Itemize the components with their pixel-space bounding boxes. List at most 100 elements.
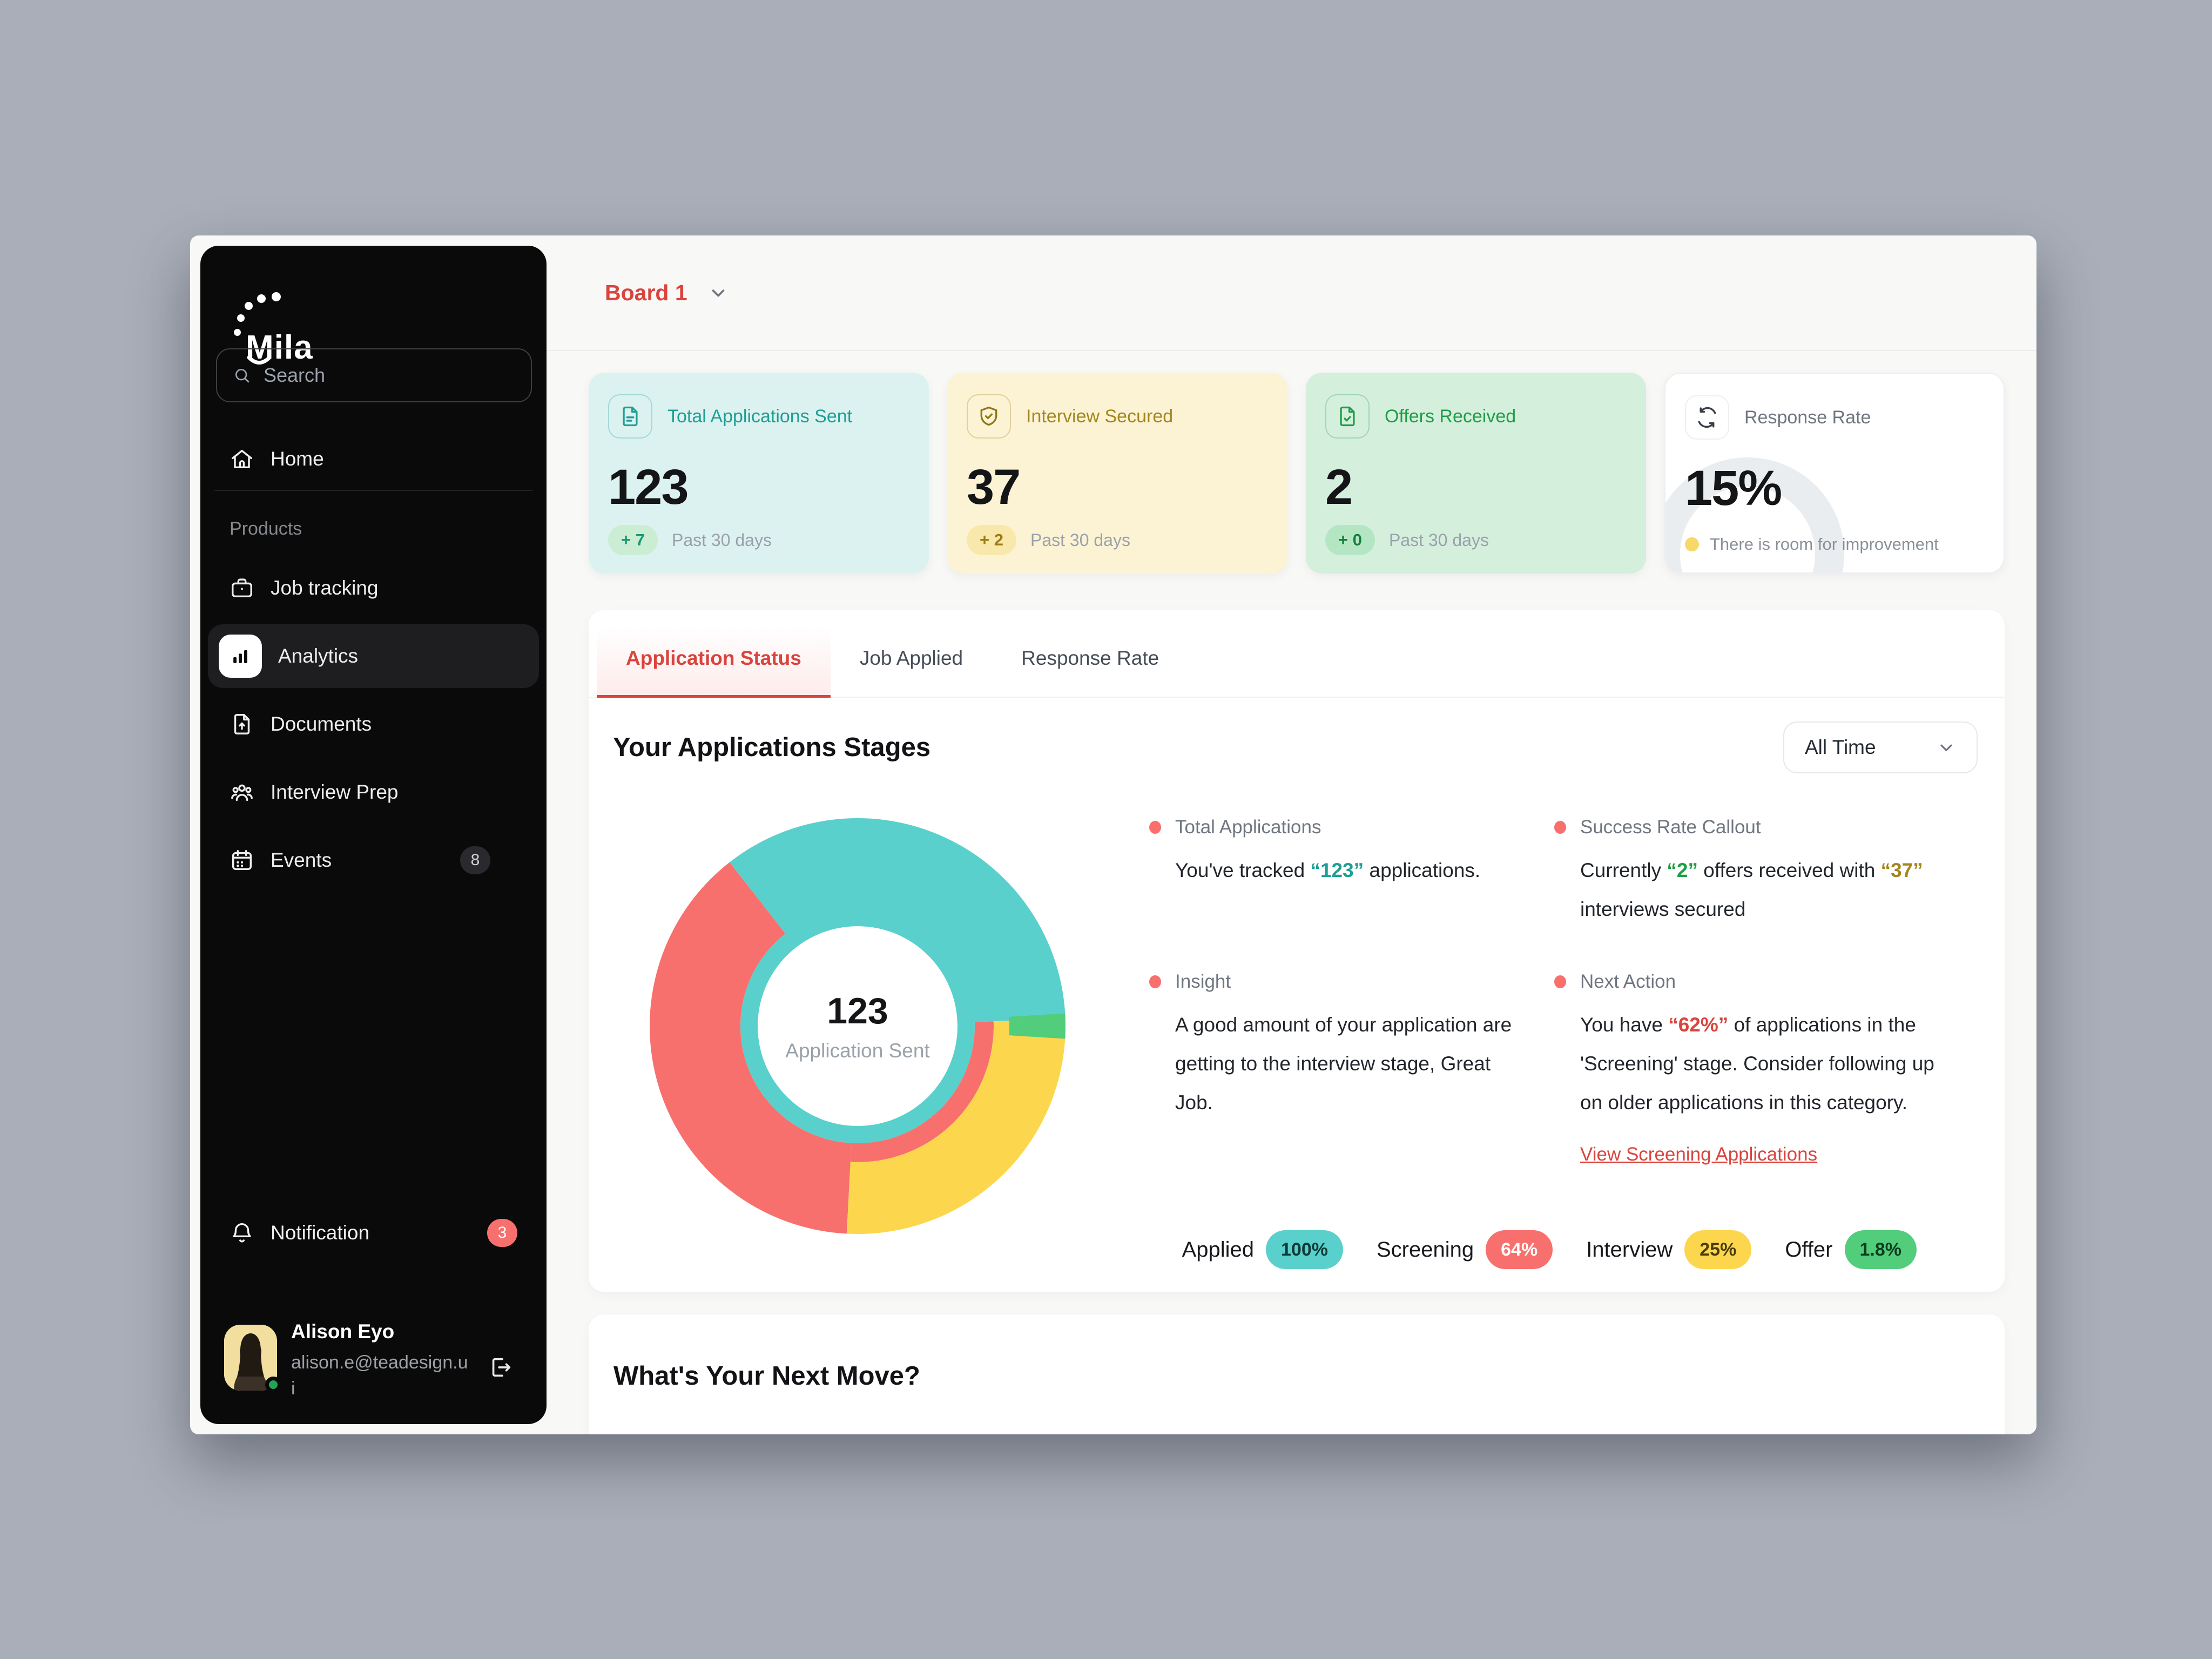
sidebar: Mila Home Products Job tracking — [200, 246, 547, 1424]
legend-item-screening: Screening 64% — [1377, 1230, 1553, 1269]
logo-dot — [237, 314, 245, 322]
sidebar-item-label: Analytics — [278, 645, 359, 667]
callout-body: You have “62%” of applications in the 'S… — [1580, 1014, 1934, 1114]
sidebar-item-analytics[interactable]: Analytics — [208, 624, 539, 688]
logo-dot — [272, 292, 281, 301]
calendar-icon — [232, 850, 252, 871]
tab-bar: Application Status Job Applied Response … — [589, 610, 2005, 698]
tab-job-applied[interactable]: Job Applied — [859, 647, 963, 669]
search-input[interactable] — [264, 364, 515, 387]
stat-card-delta-badge: + 2 — [967, 525, 1016, 555]
file-text-icon — [608, 394, 652, 439]
stat-card-title: Offers Received — [1385, 406, 1516, 427]
logo-dot — [245, 302, 253, 310]
search-box[interactable] — [216, 348, 532, 402]
sidebar-item-events[interactable]: Events 8 — [208, 828, 539, 892]
notification-count-badge: 3 — [487, 1219, 517, 1247]
bullet-dot — [1554, 821, 1566, 834]
sidebar-item-notification[interactable]: Notification 3 — [230, 1215, 539, 1251]
donut-segment-interview — [846, 1019, 1066, 1234]
online-status-dot — [265, 1377, 281, 1393]
chevron-down-icon — [712, 289, 724, 297]
stat-card-delta-badge: + 0 — [1325, 525, 1375, 555]
legend-item-offer: Offer 1.8% — [1785, 1230, 1917, 1269]
stat-card-total-applications: Total Applications Sent 123 + 7 Past 30 … — [589, 373, 929, 574]
sidebar-item-interview-prep[interactable]: Interview Prep — [208, 760, 539, 824]
refresh-icon — [1685, 395, 1729, 440]
stat-card-value: 2 — [1325, 460, 1353, 515]
stat-card-interview-secured: Interview Secured 37 + 2 Past 30 days — [947, 373, 1287, 574]
next-move-card: What's Your Next Move? — [589, 1314, 2005, 1434]
donut-segment-applied-main — [729, 818, 1065, 1023]
events-count-badge: 8 — [460, 846, 490, 874]
shield-check-icon — [967, 394, 1011, 439]
analytics-panel: Application Status Job Applied Response … — [589, 610, 2005, 1292]
donut-segment-screening-main — [650, 862, 852, 1234]
analytics-icon — [219, 635, 262, 678]
panel-head: Your Applications Stages All Time — [613, 721, 1978, 773]
sidebar-item-label: Home — [271, 448, 324, 470]
stat-card-offers-received: Offers Received 2 + 0 Past 30 days — [1306, 373, 1646, 574]
stat-card-period: Past 30 days — [1030, 530, 1130, 550]
sidebar-item-home[interactable]: Home — [230, 441, 517, 477]
legend-value-badge: 64% — [1486, 1230, 1553, 1269]
user-email: alison.e@teadesign.ui — [291, 1352, 468, 1399]
stat-card-period: Past 30 days — [671, 530, 772, 550]
main-area: Board 1 Total Applications Sent 123 — [547, 235, 2036, 1434]
board-selector[interactable]: Board 1 — [605, 280, 729, 306]
time-filter-dropdown[interactable]: All Time — [1783, 721, 1978, 773]
stat-card-title: Interview Secured — [1026, 406, 1174, 427]
time-filter-value: All Time — [1805, 736, 1876, 758]
chevron-down-icon — [1940, 744, 1952, 751]
legend-item-interview: Interview 25% — [1586, 1230, 1752, 1269]
tab-application-status[interactable]: Application Status — [597, 620, 831, 698]
donut-segment-applied-ring-b — [740, 909, 858, 1143]
callout-total-applications: Total Applications You've tracked “123” … — [1149, 817, 1527, 890]
logo-smile-icon — [247, 356, 272, 365]
applications-donut-chart — [650, 818, 1066, 1234]
board-label: Board 1 — [605, 280, 687, 305]
logout-icon — [492, 1358, 511, 1377]
products-section-label: Products — [230, 518, 302, 539]
donut-segment-screening-band — [850, 1021, 994, 1162]
sidebar-divider — [214, 490, 532, 491]
stat-card-value: 15% — [1685, 461, 1782, 516]
avatar — [224, 1325, 281, 1393]
sidebar-item-job-tracking[interactable]: Job tracking — [208, 556, 539, 620]
stat-card-note: There is room for improvement — [1685, 535, 1939, 554]
stat-card-title: Response Rate — [1744, 407, 1871, 428]
file-check-icon — [1325, 394, 1370, 439]
stat-card-value: 37 — [967, 460, 1021, 515]
stat-card-title: Total Applications Sent — [667, 406, 853, 427]
bullet-dot — [1149, 975, 1161, 988]
sidebar-item-label: Events — [271, 849, 332, 871]
callout-body: You've tracked “123” applications. — [1175, 859, 1481, 881]
stat-cards-row: Total Applications Sent 123 + 7 Past 30 … — [589, 373, 2005, 574]
content: Total Applications Sent 123 + 7 Past 30 … — [547, 373, 2036, 1434]
logout-button[interactable] — [488, 1355, 513, 1380]
view-screening-applications-link[interactable]: View Screening Applications — [1580, 1144, 1818, 1165]
donut-segment-offer — [1009, 1013, 1065, 1039]
legend-value-badge: 1.8% — [1844, 1230, 1917, 1269]
stat-card-period: Past 30 days — [1388, 530, 1489, 550]
products-nav: Job tracking Analytics Documents Intervi… — [208, 556, 539, 892]
app-window: Mila Home Products Job tracking — [190, 235, 2036, 1434]
legend-value-badge: 100% — [1266, 1230, 1343, 1269]
callout-next-action: Next Action You have “62%” of applicatio… — [1554, 971, 1948, 1165]
callout-body: Currently “2” offers received with “37” … — [1580, 859, 1923, 920]
section-title: Your Applications Stages — [613, 733, 931, 762]
stat-card-response-rate: Response Rate 15% There is room for impr… — [1664, 373, 2005, 574]
next-move-title: What's Your Next Move? — [613, 1361, 920, 1391]
bullet-dot — [1149, 821, 1161, 834]
callout-insight: Insight A good amount of your applicatio… — [1149, 971, 1527, 1122]
sidebar-item-documents[interactable]: Documents — [208, 692, 539, 756]
legend-item-applied: Applied 100% — [1182, 1230, 1343, 1269]
tab-response-rate[interactable]: Response Rate — [1021, 647, 1159, 669]
search-icon — [235, 369, 249, 383]
user-profile[interactable]: Alison Eyo alison.e@teadesign.ui — [224, 1320, 523, 1424]
logo-text: Mila — [246, 329, 313, 366]
briefcase-icon — [232, 578, 252, 598]
stat-card-value: 123 — [608, 460, 689, 515]
legend-value-badge: 25% — [1684, 1230, 1752, 1269]
